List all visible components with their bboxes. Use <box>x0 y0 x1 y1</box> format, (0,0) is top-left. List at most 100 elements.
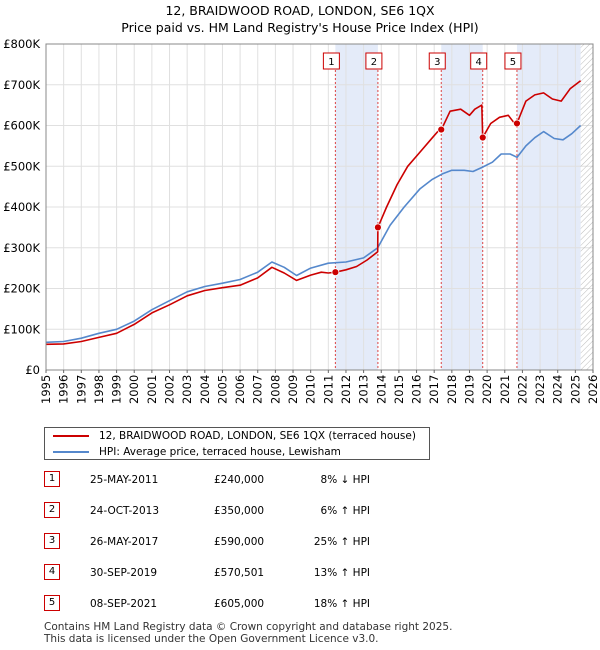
x-tick-label: 2006 <box>233 375 247 404</box>
footer-copyright: Contains HM Land Registry data © Crown c… <box>44 621 453 633</box>
sale-number-badge: 4 <box>44 564 60 580</box>
sale-price: £590,000 <box>214 536 265 548</box>
y-tick-label: £400K <box>3 200 40 214</box>
sale-price: £240,000 <box>214 474 265 486</box>
sale-label-box <box>470 52 488 70</box>
y-tick-label: £200K <box>3 282 40 296</box>
x-tick-label: 1999 <box>110 375 124 404</box>
table-row: 3 26-MAY-2017 £590,000 25% ↑ HPI <box>0 532 600 552</box>
sale-label-box <box>504 52 522 70</box>
x-tick-label: 2011 <box>321 375 335 404</box>
y-tick-label: £0 <box>25 363 40 377</box>
sale-label-text: 4 <box>476 57 482 68</box>
x-tick-label: 2014 <box>374 375 388 404</box>
hpi-line <box>45 124 582 344</box>
x-tick-label: 2019 <box>462 375 476 404</box>
title-line-2: Price paid vs. HM Land Registry's House … <box>121 20 479 35</box>
table-row: 5 08-SEP-2021 £605,000 18% ↑ HPI <box>0 594 600 614</box>
forecast-hatch <box>580 44 593 370</box>
legend: 12, BRAIDWOOD ROAD, LONDON, SE6 1QX (ter… <box>44 427 430 460</box>
sale-hpi-diff: 6% ↑ HPI <box>320 505 370 517</box>
sale-price: £570,501 <box>214 567 265 579</box>
x-tick-label: 2005 <box>215 375 229 404</box>
footer: Contains HM Land Registry data © Crown c… <box>44 621 452 645</box>
sale-points <box>331 119 521 277</box>
x-tick-label: 2004 <box>198 375 212 404</box>
sale-hpi-diff: 18% ↑ HPI <box>313 598 370 610</box>
x-axis: 1995 1996 1997 1998 1999 2000 2001 2002 2003 2004… <box>39 370 600 404</box>
x-tick-label: 1996 <box>57 375 71 404</box>
y-tick-label: £800K <box>3 37 40 51</box>
sale-hpi-diff: 8% ↓ HPI <box>320 474 370 486</box>
y-tick-label: £700K <box>3 78 40 92</box>
legend-swatch-hpi <box>53 451 89 453</box>
x-tick-label: 2000 <box>127 375 141 404</box>
y-tick-label: £300K <box>3 241 40 255</box>
x-tick-label: 2007 <box>251 375 265 404</box>
sale-hpi-diff: 25% ↑ HPI <box>313 536 370 548</box>
title-line-1: 12, BRAIDWOOD ROAD, LONDON, SE6 1QX <box>165 3 435 18</box>
x-tick-label: 2001 <box>145 375 159 404</box>
sale-label-box <box>365 52 383 70</box>
sale-price: £605,000 <box>214 598 265 610</box>
sale-date: 26-MAY-2017 <box>90 536 159 548</box>
sale-number-badge: 2 <box>44 502 60 518</box>
property-price-line <box>45 80 582 346</box>
gridlines <box>45 43 594 371</box>
sale-number-badge: 3 <box>44 533 60 549</box>
x-tick-label: 2012 <box>339 375 353 404</box>
x-tick-label: 2008 <box>268 375 282 404</box>
plot-frame <box>45 43 594 371</box>
sale-point <box>374 223 382 232</box>
sale-date: 25-MAY-2011 <box>90 474 159 486</box>
sale-point <box>478 133 487 142</box>
table-row: 1 25-MAY-2011 £240,000 8% ↓ HPI <box>0 470 600 490</box>
x-tick-label: 2003 <box>180 375 194 404</box>
x-tick-label: 2018 <box>445 375 459 404</box>
y-axis: £0 £100K £200K £300K £400K £500K £600K £700K £80… <box>3 37 40 377</box>
x-tick-label: 1995 <box>39 375 53 404</box>
x-tick-label: 2022 <box>515 375 529 404</box>
x-tick-label: 2026 <box>586 375 600 404</box>
sale-label-text: 5 <box>510 57 516 68</box>
table-row: 4 30-SEP-2019 £570,501 13% ↑ HPI <box>0 563 600 583</box>
sale-label-box <box>428 52 446 70</box>
sale-number-badge: 1 <box>44 471 60 487</box>
x-tick-label: 2017 <box>427 375 441 404</box>
sale-point <box>513 119 521 128</box>
sale-label-boxes: 1 2 3 4 5 <box>322 52 522 70</box>
table-row: 2 24-OCT-2013 £350,000 6% ↑ HPI <box>0 501 600 521</box>
legend-swatch-property <box>53 435 89 437</box>
x-tick-label: 2023 <box>533 375 547 404</box>
x-tick-label: 2015 <box>392 375 406 404</box>
price-chart: 1 2 3 4 5 £0 £100K £200K £300K £400K £500K £600K £7… <box>3 37 600 404</box>
sale-label-box <box>322 52 340 70</box>
chart-title: 12, BRAIDWOOD ROAD, LONDON, SE6 1QX Pric… <box>0 2 600 36</box>
sale-date: 24-OCT-2013 <box>90 505 159 517</box>
x-tick-label: 2002 <box>163 375 177 404</box>
series-lines <box>45 80 582 346</box>
x-tick-label: 2009 <box>286 375 300 404</box>
sale-label-text: 3 <box>434 57 440 68</box>
sale-number-badge: 5 <box>44 595 60 611</box>
y-tick-label: £100K <box>3 322 40 336</box>
y-tick-label: £500K <box>3 159 40 173</box>
transactions-table: 1 25-MAY-2011 £240,000 8% ↓ HPI 2 24-OCT… <box>0 470 600 620</box>
x-tick-label: 2025 <box>568 375 582 404</box>
x-tick-label: 2021 <box>498 375 512 404</box>
x-tick-label: 1997 <box>74 375 88 404</box>
sale-date: 08-SEP-2021 <box>90 598 158 610</box>
x-tick-label: 2013 <box>357 375 371 404</box>
x-tick-label: 1998 <box>92 375 106 404</box>
sale-label-text: 2 <box>371 57 377 68</box>
x-tick-label: 2016 <box>410 375 424 404</box>
sale-hpi-diff: 13% ↑ HPI <box>313 567 370 579</box>
legend-label-hpi: HPI: Average price, terraced house, Lewi… <box>99 446 341 458</box>
forecast-hatch-area <box>580 44 593 370</box>
x-tick-label: 2024 <box>551 375 565 404</box>
x-tick-label: 2010 <box>304 375 318 404</box>
legend-label-property: 12, BRAIDWOOD ROAD, LONDON, SE6 1QX (ter… <box>99 430 416 442</box>
sale-label-text: 1 <box>328 57 334 68</box>
footer-licence: This data is licensed under the Open Gov… <box>44 633 379 645</box>
sale-date: 30-SEP-2019 <box>90 567 158 579</box>
